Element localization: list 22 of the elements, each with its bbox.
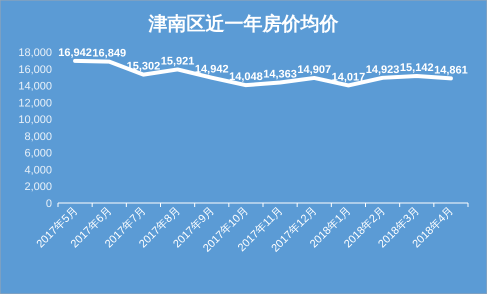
y-tick-label: 18,000 bbox=[18, 47, 52, 59]
data-label: 15,142 bbox=[400, 62, 434, 74]
data-label: 14,048 bbox=[229, 71, 263, 84]
y-tick-label: 14,000 bbox=[18, 80, 52, 93]
data-label: 15,921 bbox=[160, 55, 194, 68]
y-tick-label: 10,000 bbox=[18, 114, 52, 126]
data-label: 16,942 bbox=[58, 46, 92, 59]
data-label: 14,923 bbox=[366, 64, 400, 76]
y-tick-label: 0 bbox=[46, 198, 52, 210]
data-label: 14,907 bbox=[297, 64, 332, 76]
y-tick-label: 16,000 bbox=[18, 64, 52, 76]
y-tick-label: 12,000 bbox=[18, 97, 52, 110]
data-label: 14,363 bbox=[263, 68, 297, 81]
chart-title: 津南区近一年房价均价 bbox=[148, 13, 340, 35]
y-tick-label: 8,000 bbox=[24, 130, 52, 143]
data-label: 16,849 bbox=[92, 48, 126, 60]
y-tick-label: 4,000 bbox=[24, 164, 52, 176]
y-tick-label: 2,000 bbox=[24, 181, 52, 194]
data-label: 14,017 bbox=[332, 71, 366, 84]
data-label: 14,942 bbox=[194, 64, 229, 76]
data-label: 14,861 bbox=[434, 64, 468, 76]
y-tick-label: 6,000 bbox=[24, 148, 52, 160]
